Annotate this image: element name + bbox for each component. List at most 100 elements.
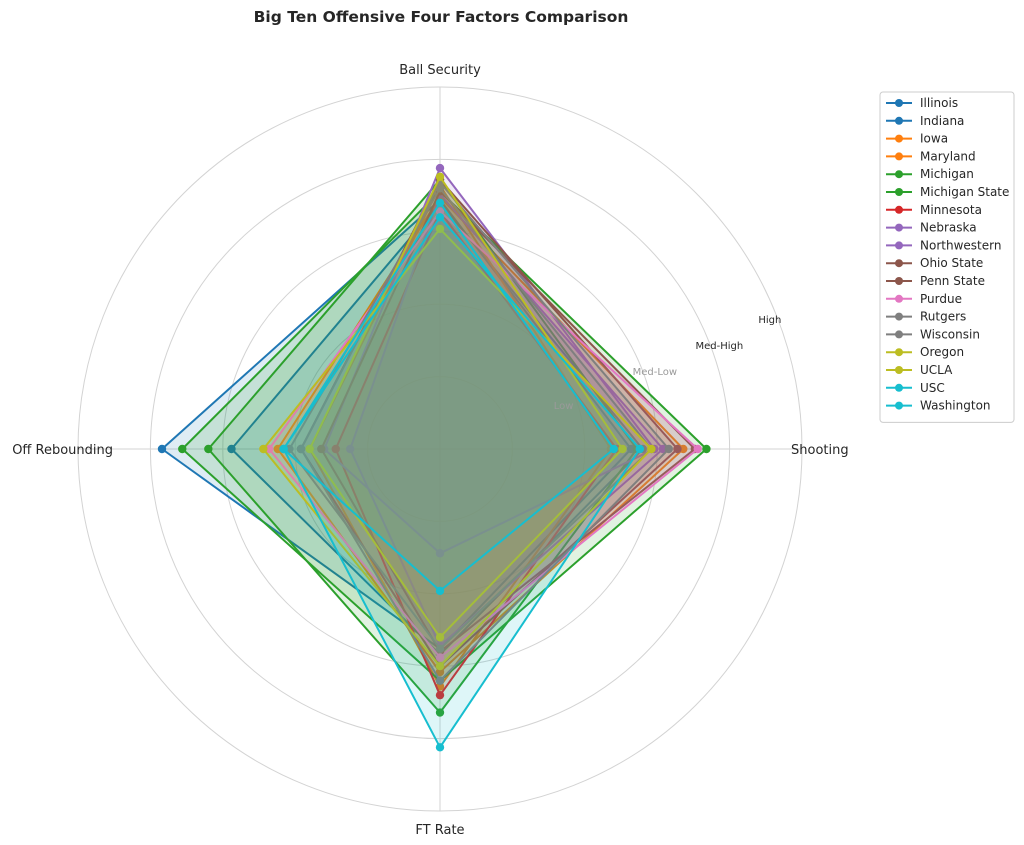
- legend-marker: [895, 330, 903, 339]
- legend-entry: Minnesota: [886, 203, 982, 217]
- series-point: [435, 667, 445, 677]
- scale-label: Med-High: [696, 341, 744, 352]
- legend-entry: Nebraska: [886, 221, 977, 235]
- series-usc: [279, 213, 645, 752]
- series-point: [702, 444, 711, 454]
- scale-label: Med-Low: [633, 367, 677, 378]
- legend-label: Michigan: [920, 167, 974, 181]
- series-ucla: [259, 224, 656, 671]
- series-point: [435, 676, 445, 685]
- series-wisconsin: [296, 178, 673, 685]
- series-oregon: [305, 172, 627, 642]
- series-point: [157, 444, 167, 454]
- legend-marker: [895, 383, 903, 392]
- legend-marker: [895, 277, 903, 285]
- legend-entry: Rutgers: [886, 310, 966, 324]
- legend: Illinois Indiana Iowa Maryland Michigan Michi…: [879, 91, 1015, 423]
- series-point: [178, 444, 187, 454]
- legend-marker: [895, 116, 903, 125]
- legend-marker: [895, 366, 903, 374]
- series-point: [647, 444, 656, 454]
- legend-label: Iowa: [920, 132, 948, 146]
- legend-marker: [895, 401, 903, 410]
- series-point: [658, 444, 668, 454]
- series-point: [305, 444, 314, 454]
- series-point: [693, 444, 702, 454]
- legend-marker: [895, 259, 903, 268]
- series-point: [435, 662, 445, 671]
- legend-entry: UCLA: [886, 363, 953, 377]
- legend-entry: Penn State: [886, 274, 985, 288]
- legend-marker: [895, 188, 903, 196]
- series-point: [204, 444, 213, 454]
- legend-label: Michigan State: [920, 185, 1009, 199]
- series-point: [435, 213, 445, 222]
- series-washington: [279, 198, 618, 596]
- legend-label: Wisconsin: [920, 327, 980, 341]
- series-point: [435, 586, 445, 596]
- legend-marker: [895, 99, 903, 107]
- legend-label: Oregon: [920, 345, 964, 359]
- series-point: [317, 444, 326, 454]
- legend-entry: Illinois: [886, 96, 958, 110]
- series-point: [435, 224, 445, 234]
- legend-entry: Purdue: [886, 292, 962, 306]
- legend-label: Indiana: [920, 114, 964, 128]
- legend-entry: Washington: [886, 399, 991, 413]
- legend-label: Illinois: [920, 96, 958, 110]
- legend-label: Purdue: [920, 292, 962, 306]
- axis-label-off-rebounding: Off Rebounding: [12, 443, 113, 458]
- legend-entry: Oregon: [886, 345, 964, 359]
- series-point: [626, 444, 636, 454]
- legend-marker: [895, 205, 903, 214]
- scale-label: Low: [554, 401, 574, 412]
- series-point: [435, 549, 445, 558]
- legend-marker: [895, 294, 903, 303]
- series-point: [264, 444, 274, 454]
- series-point: [435, 172, 445, 181]
- series-point: [435, 163, 445, 173]
- axis-labels: Low Med-Low Med-High High Ball Security Shoot…: [12, 63, 848, 838]
- legend-label: Washington: [920, 399, 991, 413]
- legend-label: Minnesota: [920, 203, 982, 217]
- series-point: [346, 444, 355, 454]
- legend-entry: Ohio State: [886, 256, 983, 270]
- series-point: [435, 198, 445, 208]
- series-point: [435, 207, 445, 216]
- axis-label-ft-rate: FT Rate: [415, 823, 464, 838]
- series-point: [635, 444, 645, 454]
- series-point: [618, 444, 627, 454]
- series-point: [609, 444, 618, 454]
- legend-entry: Maryland: [886, 149, 976, 163]
- series-point: [435, 644, 445, 654]
- series-point: [273, 444, 283, 454]
- series-point: [679, 444, 688, 454]
- legend-label: USC: [920, 381, 945, 395]
- legend-marker: [895, 348, 903, 357]
- legend-label: Nebraska: [920, 221, 977, 235]
- legend-entry: Michigan: [886, 167, 974, 181]
- legend-label: UCLA: [920, 363, 953, 377]
- legend-entry: Michigan State: [886, 185, 1009, 199]
- legend-entry: Wisconsin: [886, 327, 980, 341]
- legend-marker: [895, 170, 903, 179]
- legend-marker: [895, 152, 903, 161]
- series-point: [435, 690, 445, 700]
- legend-label: Rutgers: [920, 310, 966, 324]
- legend-entry: USC: [886, 381, 945, 395]
- series-point: [435, 743, 445, 752]
- series-point: [435, 633, 445, 642]
- series-point: [227, 444, 236, 454]
- series-point: [259, 444, 268, 454]
- legend-entry: Northwestern: [886, 238, 1001, 252]
- legend-label: Maryland: [920, 149, 976, 163]
- axis-label-ball-security: Ball Security: [399, 63, 481, 78]
- series-point: [331, 444, 340, 454]
- legend-frame: [879, 91, 1015, 423]
- legend-label: Penn State: [920, 274, 985, 288]
- scale-label: High: [758, 315, 781, 326]
- legend-label: Northwestern: [920, 238, 1001, 252]
- legend-entry: Indiana: [886, 114, 964, 128]
- legend-label: Ohio State: [920, 256, 983, 270]
